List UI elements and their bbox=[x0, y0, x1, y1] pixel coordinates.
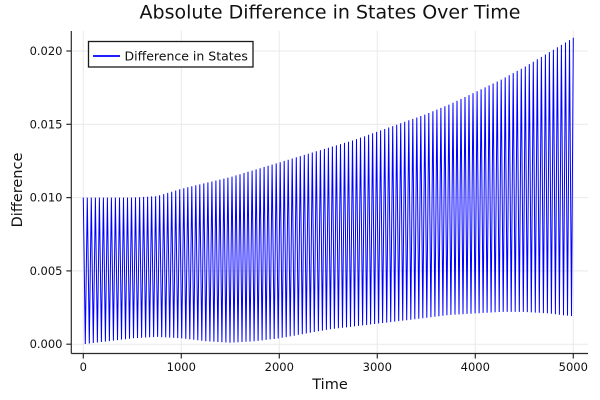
x-tick-label: 2000 bbox=[265, 360, 294, 374]
x-tick-label: 4000 bbox=[461, 360, 490, 374]
axes bbox=[70, 31, 588, 355]
legend-box bbox=[87, 40, 254, 68]
y-axis-label: Difference bbox=[10, 153, 26, 228]
x-tick-label: 3000 bbox=[363, 360, 392, 374]
tick-labels: 0 1000 2000 3000 4000 5000 0.000 0.005 0.010 0.01… bbox=[30, 44, 588, 374]
legend: Difference in States bbox=[87, 40, 254, 68]
x-axis-label: Time bbox=[311, 377, 348, 393]
y-tick-label: 0.020 bbox=[30, 44, 63, 58]
x-tick-label: 1000 bbox=[167, 360, 196, 374]
difference-series-line bbox=[82, 37, 574, 345]
chart-title: Absolute Difference in States Over Time bbox=[140, 2, 521, 24]
tick-marks bbox=[66, 50, 574, 359]
y-tick-label: 0.000 bbox=[30, 337, 63, 351]
legend-label: Difference in States bbox=[125, 49, 248, 64]
x-tick-label: 0 bbox=[80, 360, 87, 374]
x-tick-label: 5000 bbox=[559, 360, 588, 374]
y-tick-label: 0.015 bbox=[30, 117, 63, 131]
y-tick-label: 0.010 bbox=[30, 191, 63, 205]
y-tick-label: 0.005 bbox=[30, 264, 63, 278]
